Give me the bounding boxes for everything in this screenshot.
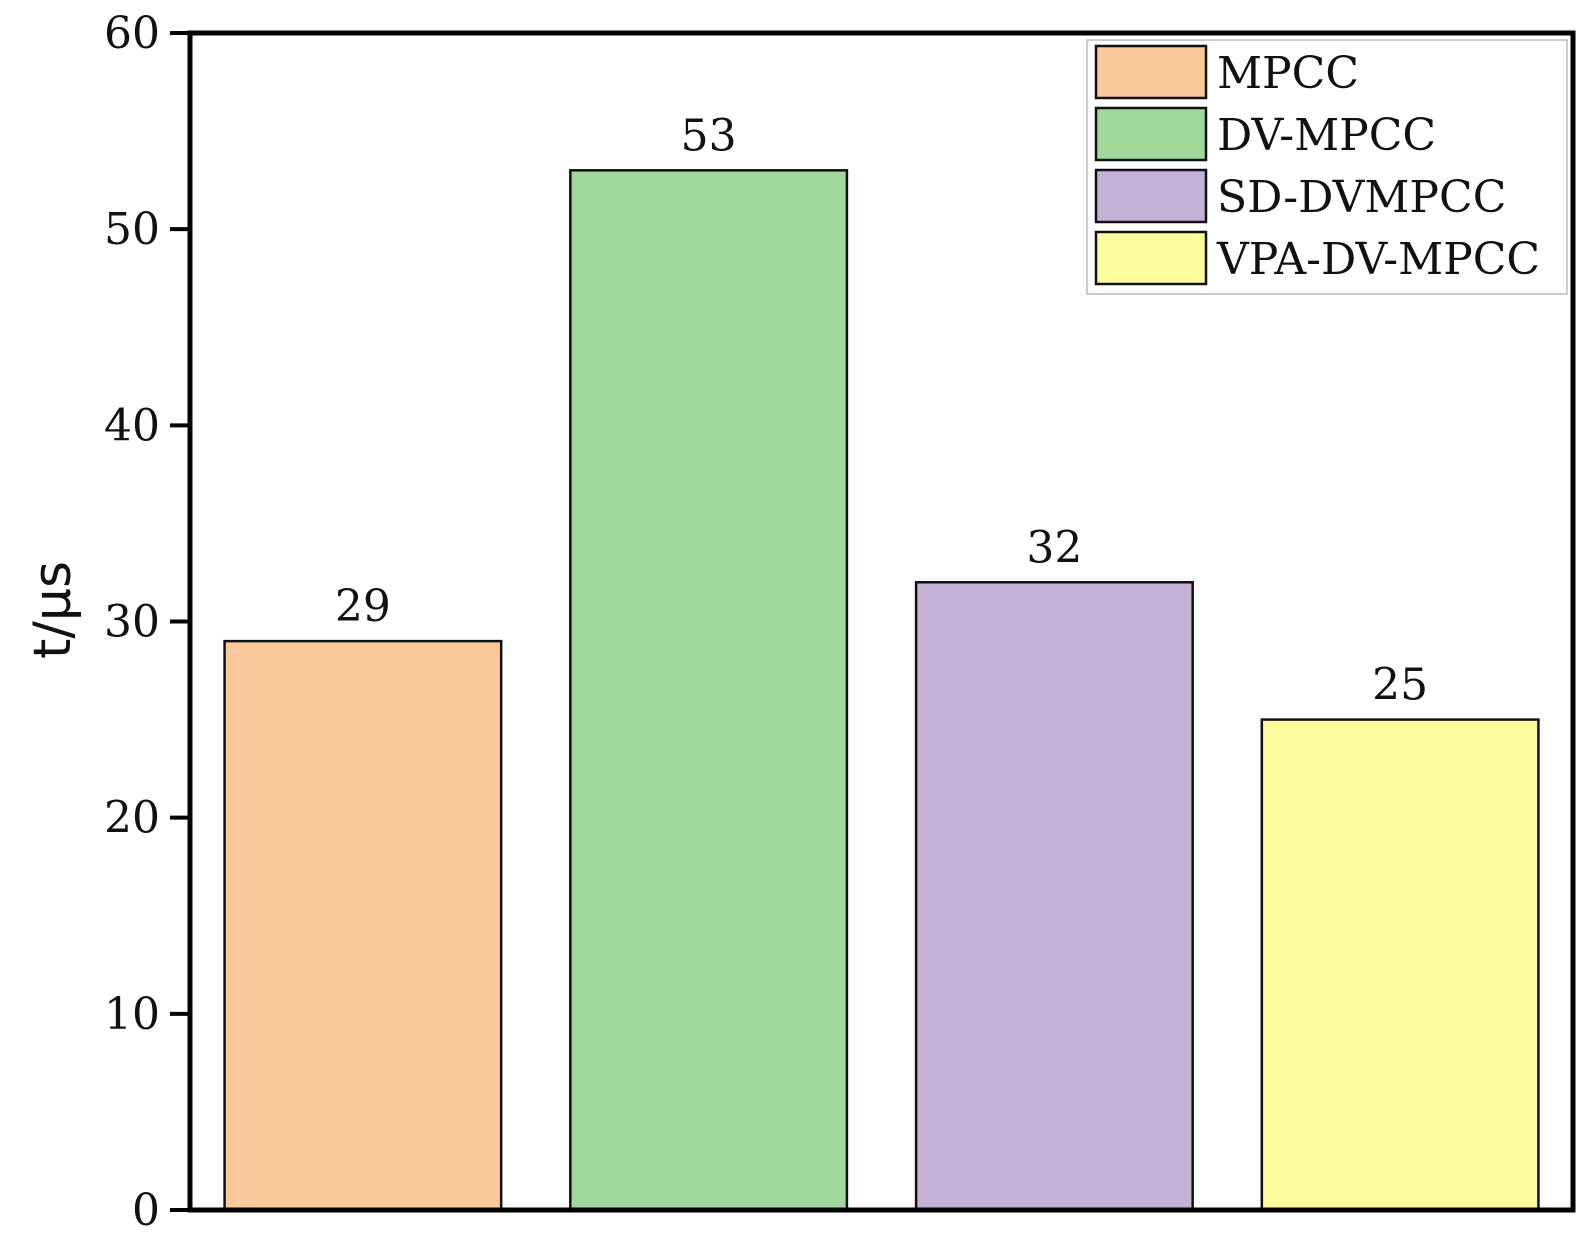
legend-swatch-mpcc (1094, 44, 1208, 100)
legend-label-vpa-dv-mpcc: VPA-DV-MPCC (1216, 234, 1540, 285)
y-tick-label-10: 10 (104, 989, 160, 1040)
legend-label-mpcc: MPCC (1217, 48, 1359, 99)
y-tick-label-0: 0 (132, 1185, 160, 1236)
legend-swatch-vpa-dv-mpcc (1094, 230, 1208, 286)
legend-label-sd-dvmpcc: SD-DVMPCC (1217, 172, 1506, 223)
ticks-layer: 0 10 20 30 40 50 60 (104, 8, 190, 1236)
y-tick-label-50: 50 (104, 204, 160, 255)
y-tick-label-20: 20 (104, 793, 160, 844)
bar-mpcc (223, 639, 503, 1212)
data-label-dv-mpcc: 53 (681, 110, 737, 161)
y-tick-label-30: 30 (104, 597, 160, 648)
legend-swatch-sd-dvmpcc (1094, 168, 1208, 224)
data-label-vpa-dv-mpcc: 25 (1372, 660, 1428, 711)
bar-dv-mpcc (569, 169, 849, 1212)
data-label-mpcc: 29 (335, 581, 391, 632)
value-labels-layer: 29 53 32 25 (335, 110, 1428, 710)
y-tick-label-40: 40 (104, 400, 160, 451)
legend: MPCC DV-MPCC SD-DVMPCC VPA-DV-MPCC (1086, 39, 1568, 295)
y-tick-label-60: 60 (104, 8, 160, 59)
bar-vpa-dv-mpcc (1260, 718, 1540, 1212)
y-axis-title: t/μs (23, 561, 83, 659)
bar-sd-dvmpcc (914, 581, 1194, 1212)
legend-label-dv-mpcc: DV-MPCC (1217, 110, 1436, 161)
data-label-sd-dvmpcc: 32 (1026, 522, 1082, 573)
legend-swatch-dv-mpcc (1094, 106, 1208, 162)
bars-layer (223, 169, 1540, 1212)
